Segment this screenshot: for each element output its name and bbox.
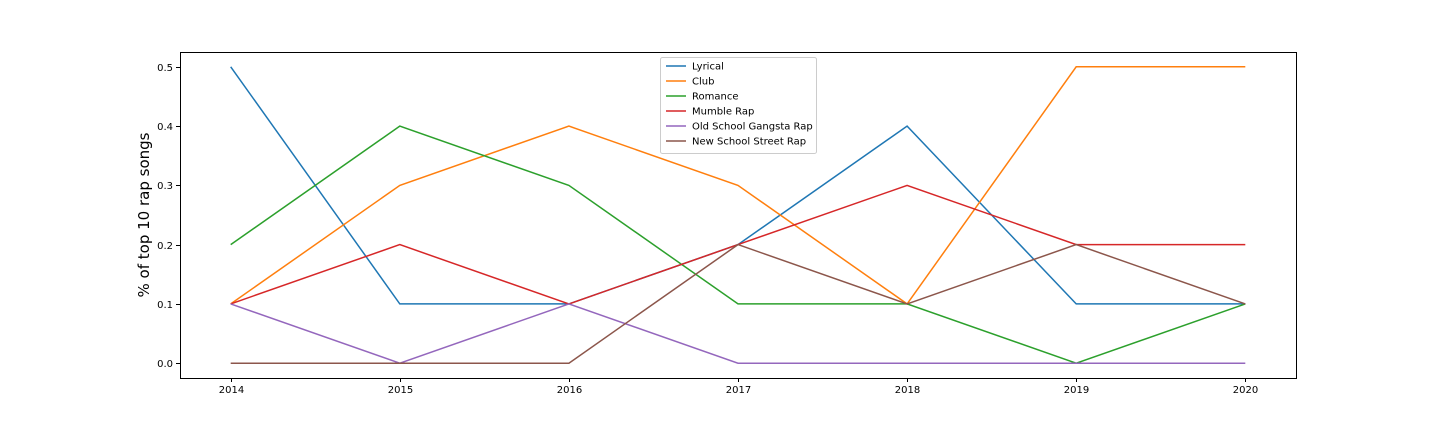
x-tick-label: 2019 [1064,385,1089,396]
legend-label: Lyrical [692,62,724,73]
y-tick-label: 0.4 [157,122,173,133]
legend-label: Romance [692,92,738,103]
y-axis-label: % of top 10 rap songs [135,132,153,297]
y-tick-label: 0.1 [157,300,173,311]
y-tick-label: 0.5 [157,63,173,74]
legend-label: Mumble Rap [692,107,754,118]
legend-label: New School Street Rap [692,137,806,148]
y-tick-label: 0.3 [157,181,173,192]
y-tick-label: 0.2 [157,241,173,252]
legend-box [660,57,817,154]
x-axis: 2014 2015 2016 2017 2018 2019 2020 [219,378,1258,396]
legend-label: Club [692,77,714,88]
series-layer [230,66,1246,364]
y-tick-label: 0.0 [157,359,173,370]
x-tick-label: 2014 [219,385,244,396]
x-tick-label: 2020 [1233,385,1258,396]
legend-label: Old School Gangsta Rap [692,122,813,133]
legend: Lyrical Club Romance Mumble Rap Old School G… [660,57,817,154]
x-tick-label: 2016 [557,385,582,396]
x-tick-label: 2015 [388,385,413,396]
series-line-old-school-gangsta-rap [230,303,1246,364]
y-axis: 0.0 0.1 0.2 0.3 0.4 0.5 [157,63,180,370]
x-tick-label: 2018 [895,385,920,396]
x-tick-label: 2017 [726,385,751,396]
